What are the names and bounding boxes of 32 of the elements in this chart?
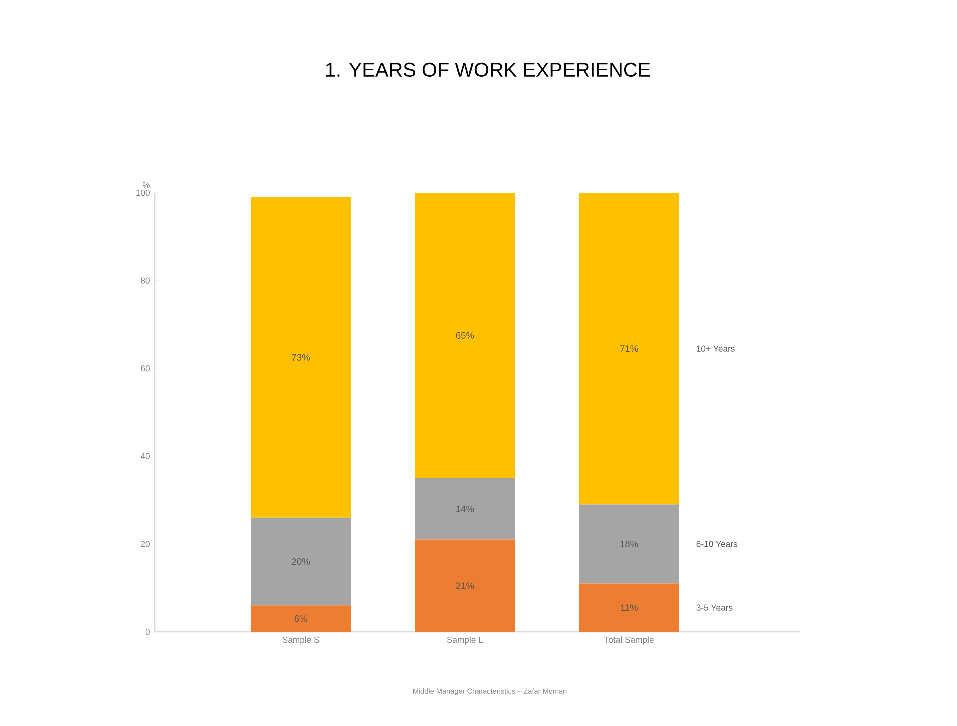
data-label: 14% [456, 506, 474, 512]
bar [415, 192, 516, 478]
bar [579, 584, 680, 632]
y-tick-label: 100 [136, 190, 150, 196]
data-label: 65% [456, 332, 474, 339]
data-label: 21% [456, 582, 474, 590]
bar [579, 504, 680, 584]
bar [579, 192, 680, 505]
bar [251, 197, 352, 518]
x-tick-label: Sample L [447, 636, 484, 645]
y-tick-label: 40 [140, 453, 150, 460]
y-tick-label: 80 [141, 278, 150, 284]
chart-title: 1. YEARS OF WORK EXPERIENCE [326, 62, 650, 78]
data-label: 20% [292, 558, 310, 566]
text: 3-5 Years [696, 604, 733, 611]
y-axis-title: % [142, 182, 150, 188]
y-tick-label: 0 [146, 628, 150, 636]
data-label: 6% [294, 616, 308, 622]
y-tick-label: 60 [141, 366, 150, 372]
bar [415, 540, 516, 632]
data-label: 73% [292, 354, 310, 361]
data-label: 18% [620, 540, 638, 548]
bar [251, 606, 352, 632]
text: 10+ Years [697, 346, 735, 352]
bar [415, 478, 516, 540]
x-tick-label: Total Sample [604, 636, 654, 645]
data-label: 11% [621, 604, 638, 612]
x-tick-label: Sample S [282, 636, 320, 645]
text: 6-10 Years [696, 541, 738, 548]
data-label: 71% [620, 346, 638, 352]
bar [251, 518, 352, 606]
y-tick-label: 20 [141, 541, 150, 548]
